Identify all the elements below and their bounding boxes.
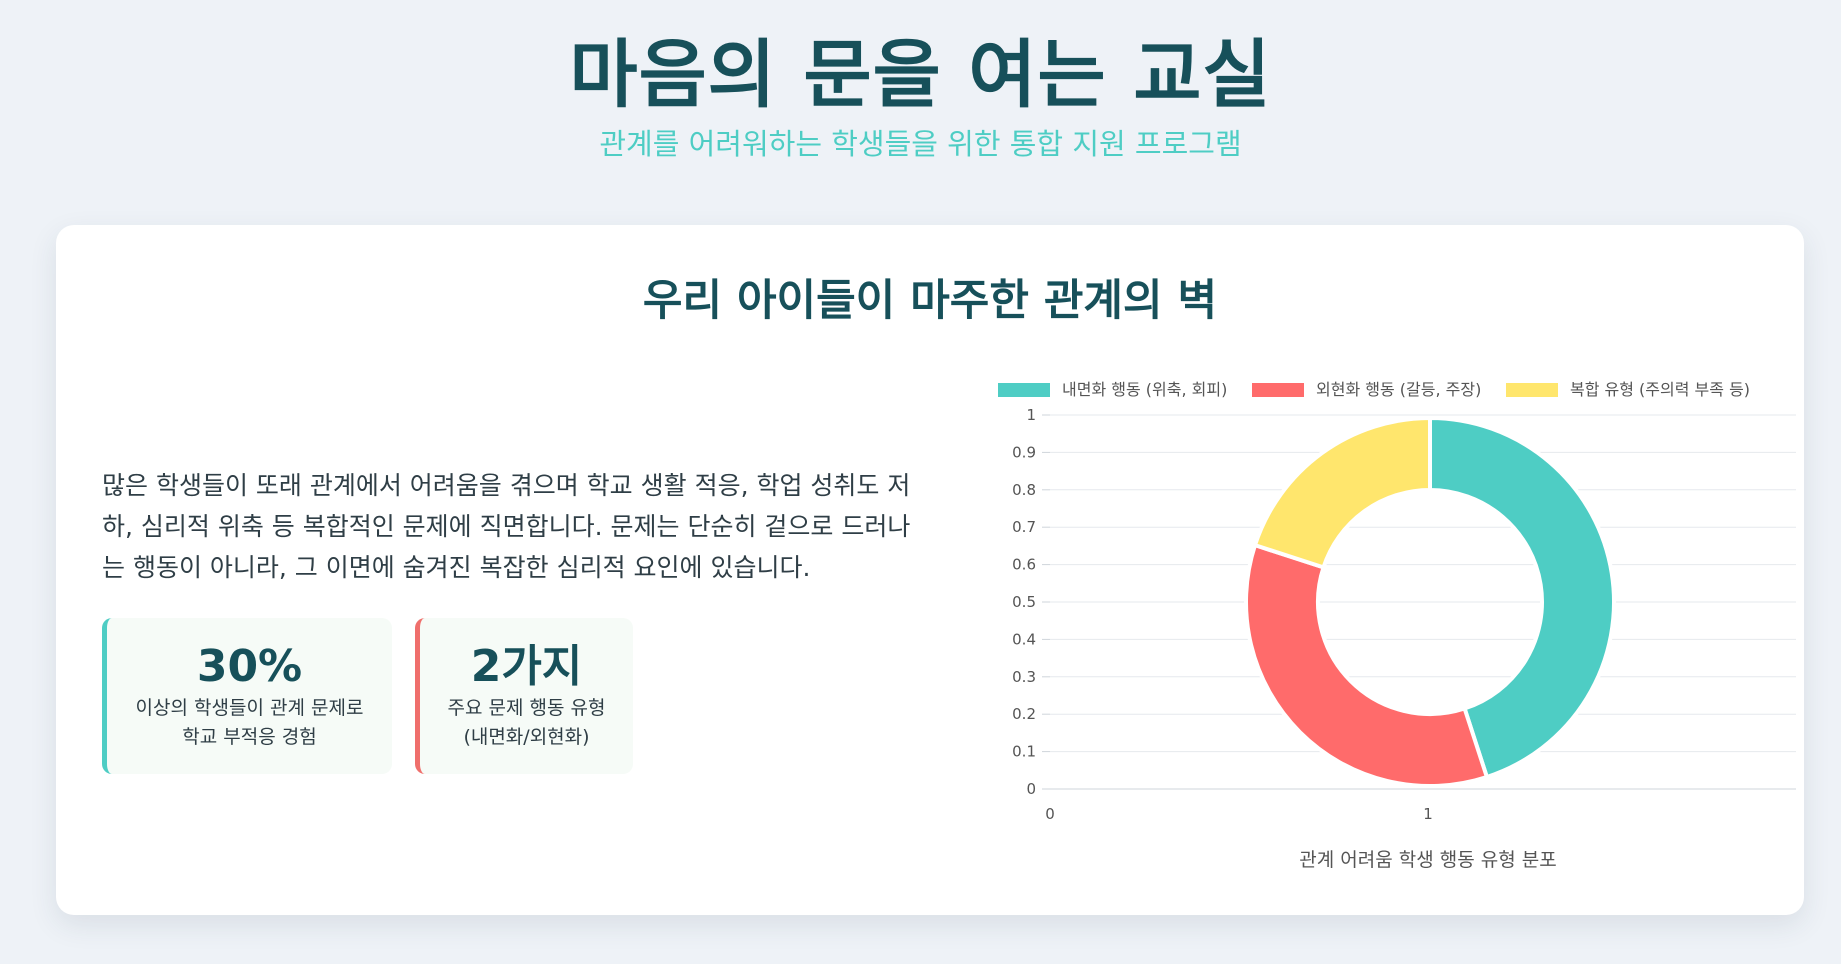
doughnut-slice [1252, 415, 1432, 570]
y-tick-label: 0.2 [1012, 705, 1036, 723]
chart-title: 관계 어려움 학생 행동 유형 분포 [1299, 849, 1556, 871]
chart-container: 00.10.20.30.40.50.60.70.80.91012내면화 행동 (… [956, 225, 1811, 915]
x-tick-label: 0 [1045, 805, 1055, 823]
stat-desc-line: 주요 문제 행동 유형 [447, 697, 606, 719]
stat-value: 30% [196, 641, 303, 692]
stat-value: 2가지 [470, 641, 583, 692]
legend-label: 내면화 행동 (위축, 회피) [1062, 380, 1227, 399]
page-title: 마음의 문을 여는 교실 [569, 32, 1272, 118]
page-subtitle: 관계를 어려워하는 학생들을 위한 통합 지원 프로그램 [599, 127, 1242, 161]
y-tick-label: 0 [1026, 780, 1036, 798]
stat-card-percent: 30% 이상의 학생들이 관계 문제로 학교 부적응 경험 [102, 618, 392, 774]
doughnut-chart: 00.10.20.30.40.50.60.70.80.91012내면화 행동 (… [998, 380, 1811, 871]
y-tick-label: 0.7 [1012, 518, 1036, 536]
page-header: 마음의 문을 여는 교실 관계를 어려워하는 학생들을 위한 통합 지원 프로그… [0, 0, 1841, 162]
stat-description: 이상의 학생들이 관계 문제로 학교 부적응 경험 [107, 694, 392, 752]
legend-swatch [998, 383, 1050, 397]
doughnut-slice [1244, 542, 1490, 788]
y-tick-label: 0.5 [1012, 593, 1036, 611]
section-title: 우리 아이들이 마주한 관계의 벽 [642, 276, 1218, 326]
legend-swatch [1506, 383, 1558, 397]
y-tick-label: 0.8 [1012, 481, 1036, 499]
x-tick-label: 1 [1423, 805, 1433, 823]
y-tick-label: 0.1 [1012, 743, 1036, 761]
y-tick-label: 0.4 [1012, 630, 1036, 648]
stat-desc-line: 이상의 학생들이 관계 문제로 [135, 697, 364, 719]
legend-label: 복합 유형 (주의력 부족 등) [1570, 380, 1750, 399]
legend-label: 외현화 행동 (갈등, 주장) [1316, 380, 1481, 399]
y-tick-label: 0.6 [1012, 556, 1036, 574]
y-tick-label: 1 [1026, 406, 1036, 424]
section-paragraph: 많은 학생들이 또래 관계에서 어려움을 겪으며 학교 생활 적응, 학업 성취… [102, 471, 911, 582]
doughnut-slice [1428, 415, 1616, 780]
stat-description: 주요 문제 행동 유형 (내면화/외현화) [420, 694, 633, 752]
y-tick-label: 0.9 [1012, 443, 1036, 461]
stat-card-types: 2가지 주요 문제 행동 유형 (내면화/외현화) [415, 618, 633, 774]
content-card: 우리 아이들이 마주한 관계의 벽 많은 학생들이 또래 관계에서 어려움을 겪… [56, 225, 1811, 915]
stat-desc-line: 학교 부적응 경험 [182, 726, 317, 748]
stat-desc-line: (내면화/외현화) [463, 726, 590, 748]
y-tick-label: 0.3 [1012, 668, 1036, 686]
legend-swatch [1252, 383, 1304, 397]
